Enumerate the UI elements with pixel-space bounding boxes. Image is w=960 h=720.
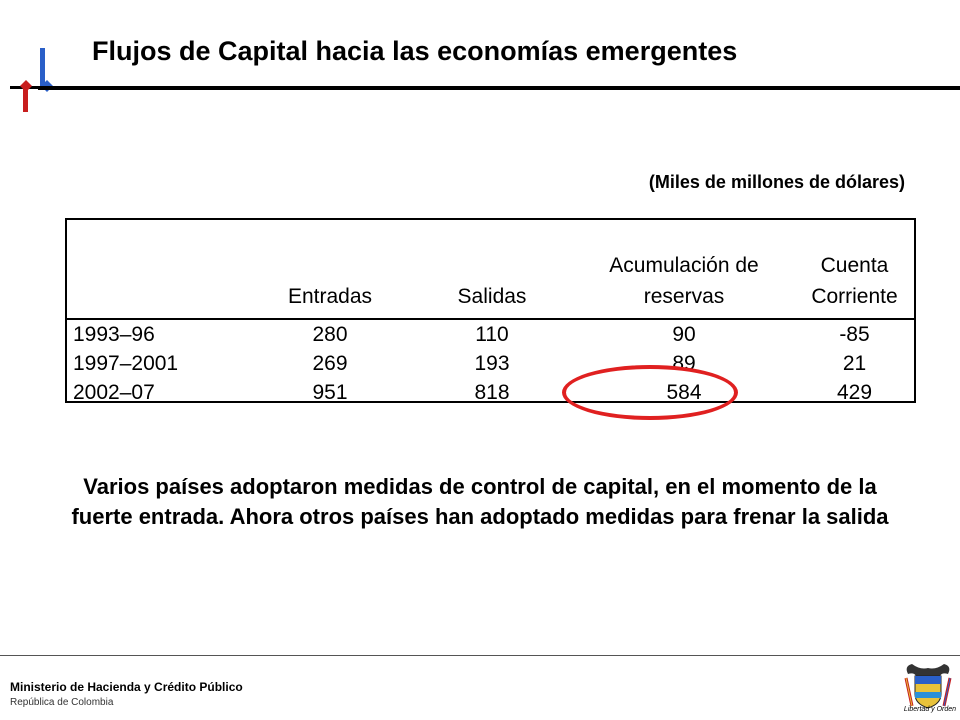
period-cell: 1993–96	[73, 323, 155, 346]
salidas-cell: 818	[474, 381, 510, 404]
crest-motto: Libertad y Orden	[903, 706, 957, 713]
colombia-crest-icon	[904, 664, 952, 709]
title-divider	[38, 86, 960, 90]
entradas-cell: 269	[312, 352, 348, 375]
table-header-row: Entradas Salidas Acumulación de reservas…	[67, 220, 914, 319]
column-header-entradas: Entradas	[287, 285, 373, 308]
cuenta-corriente-cell: -85	[839, 323, 870, 346]
column-header-period	[67, 220, 249, 319]
table-row: 2002–07 951 818 584 429	[67, 378, 914, 407]
salidas-cell: 110	[475, 323, 509, 346]
column-header-cuenta-corriente: Cuenta Corriente	[811, 254, 898, 308]
page-title: Flujos de Capital hacia las economías em…	[92, 36, 738, 66]
highlight-circle	[562, 365, 738, 420]
footer-divider	[0, 655, 960, 656]
capital-flows-table: Entradas Salidas Acumulación de reservas…	[65, 218, 916, 404]
table-row: 1997–2001 269 193 89 21	[67, 349, 914, 378]
column-header-salidas: Salidas	[457, 285, 527, 308]
ministry-logo-icon	[10, 48, 53, 112]
cuenta-corriente-cell: 429	[836, 381, 873, 404]
country-name: República de Colombia	[10, 697, 114, 708]
entradas-cell: 951	[312, 381, 348, 404]
table-units-label: (Miles de millones de dólares)	[648, 172, 905, 192]
acumulacion-cell: 90	[672, 323, 696, 346]
table-row: 1993–96 280 110 90 -85	[67, 319, 914, 349]
cuenta-corriente-cell: 21	[842, 352, 867, 375]
ministry-name: Ministerio de Hacienda y Crédito Público	[10, 680, 243, 694]
salidas-cell: 193	[474, 352, 510, 375]
summary-note: Varios países adoptaron medidas de contr…	[71, 474, 889, 529]
entradas-cell: 280	[312, 323, 348, 346]
column-header-acumulacion: Acumulación de reservas	[609, 254, 759, 308]
period-cell: 2002–07	[73, 381, 155, 404]
period-cell: 1997–2001	[73, 352, 179, 375]
